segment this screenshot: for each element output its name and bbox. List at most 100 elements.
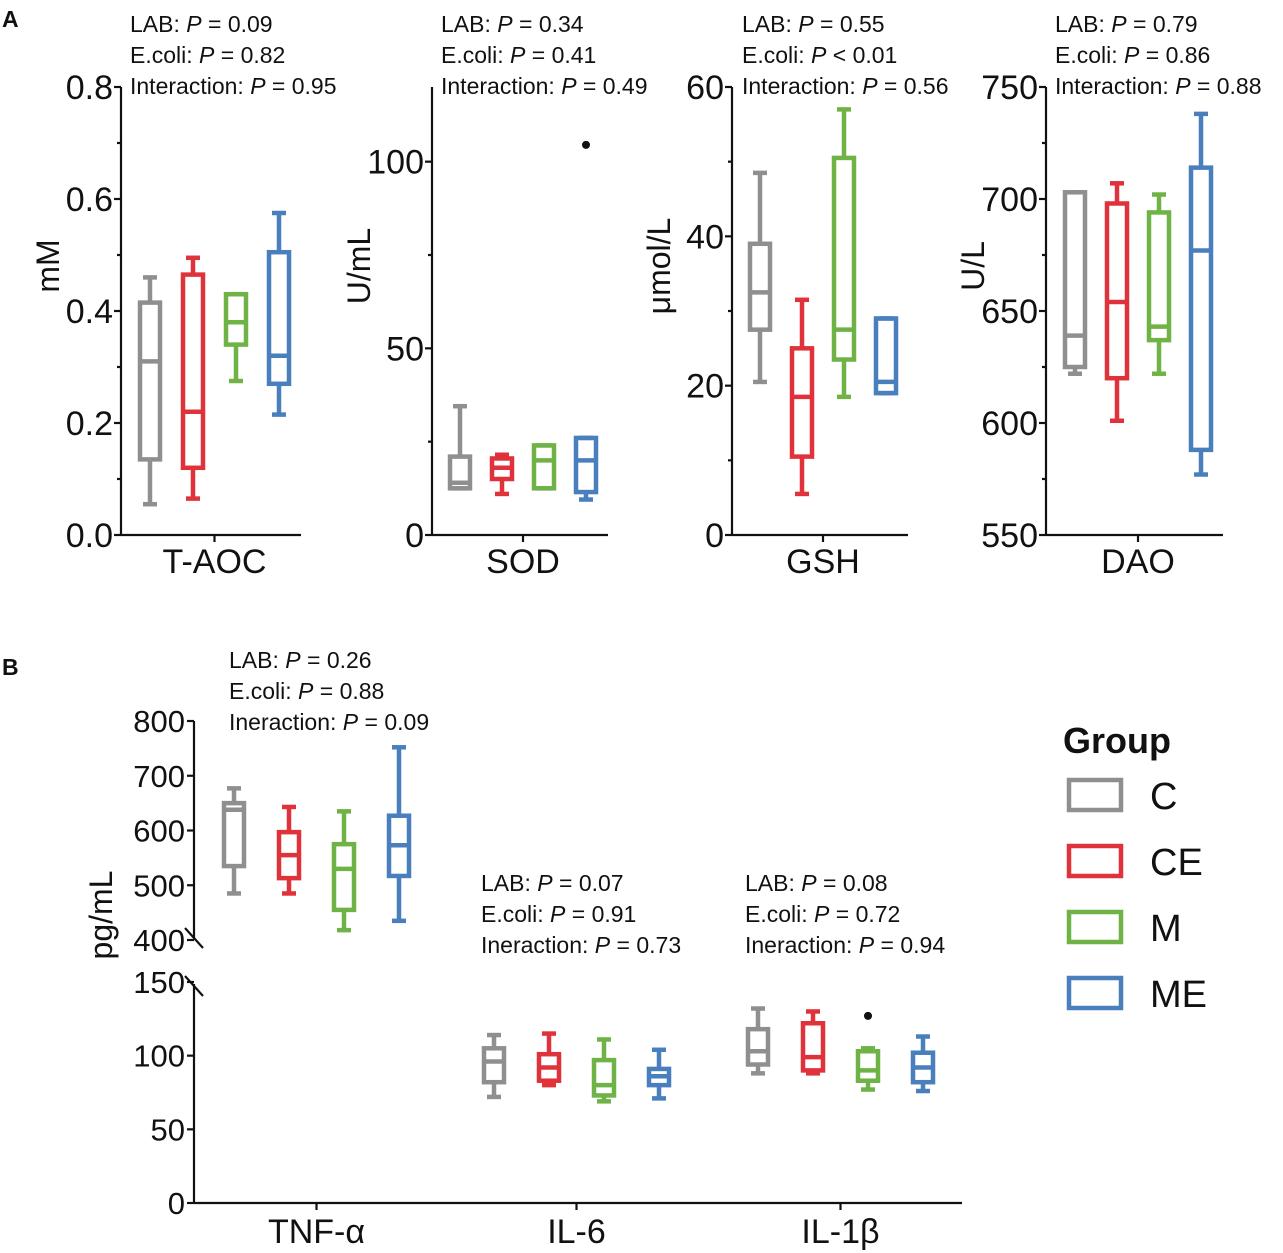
legend-label: M [1150, 908, 1182, 950]
legend-label: ME [1150, 974, 1207, 1016]
y-tick-label: 500 [133, 868, 185, 903]
box-me [573, 140, 599, 502]
annotation-p-value: = 0.88 [1191, 73, 1262, 99]
y-tick-label: 0.6 [66, 181, 113, 219]
annotation-p-value: = 0.72 [829, 901, 900, 927]
annotation-line-3: Interaction: P = 0.95 [130, 73, 337, 99]
legend-item-m: M [1066, 908, 1182, 950]
y-tick-label: 600 [133, 814, 185, 849]
x-category-label: SOD [486, 543, 560, 581]
annotation-p-value: = 0.94 [874, 932, 945, 958]
y-tick-label: 550 [981, 517, 1038, 555]
annotation-label: Ineraction: [745, 932, 859, 958]
annotation-label: LAB: [1055, 11, 1111, 37]
annotation-line-2: E.coli: P = 0.86 [1055, 42, 1210, 68]
annotation-line-3: Interaction: P = 0.49 [441, 73, 648, 99]
annotation-line-3: Ineraction: P = 0.09 [229, 709, 429, 735]
box-m-box [855, 1048, 881, 1083]
y-tick-label: 0 [168, 1186, 185, 1221]
box-m-box [223, 291, 249, 347]
annotation-line-1: LAB: P = 0.08 [745, 870, 888, 896]
annotation-line-1: LAB: P = 0.09 [130, 11, 273, 37]
axis-break-upper-mark [184, 927, 204, 949]
annotation-p-value: = 0.41 [525, 42, 596, 68]
annotation-p-symbol: P [859, 932, 875, 958]
annotation-p-value: = 0.88 [313, 678, 384, 704]
box-ce-box [1104, 201, 1130, 381]
legend-title: Group [1063, 720, 1171, 761]
annotation-p-symbol: P [1111, 11, 1127, 37]
annotation-line-3: Ineraction: P = 0.94 [745, 932, 945, 958]
y-axis-title: pg/mL [83, 871, 119, 960]
x-category-label: GSH [786, 543, 860, 581]
annotation-line-1: LAB: P = 0.34 [441, 11, 584, 37]
x-category-label: IL-1β [801, 1213, 879, 1251]
box-c-box [481, 1046, 507, 1085]
box-ce [536, 1031, 562, 1088]
annotation-p-value: = 0.07 [553, 870, 624, 896]
annotation-line-2: E.coli: P = 0.82 [130, 42, 285, 68]
annotation-p-value: = 0.49 [577, 73, 648, 99]
annotation-label: Interaction: [1055, 73, 1175, 99]
annotation-label: LAB: [742, 11, 798, 37]
box-me [266, 210, 292, 417]
x-category-label: DAO [1101, 543, 1175, 581]
legend-item-c: C [1066, 776, 1177, 818]
y-tick-label: 150 [133, 965, 185, 1000]
annotation-line-1: LAB: P = 0.79 [1055, 11, 1198, 37]
y-tick-label: 750 [981, 69, 1038, 107]
annotation-p-value: = 0.34 [513, 11, 584, 37]
box-m-box [531, 443, 557, 491]
annotation-p-symbol: P [798, 11, 814, 37]
annotation-label: Interaction: [130, 73, 250, 99]
box-me-box [266, 249, 292, 387]
annotation-p-symbol: P [285, 647, 301, 673]
box-c [481, 1032, 507, 1100]
legend-item-ce: CE [1066, 842, 1203, 884]
annotation-p-value: = 0.09 [202, 11, 273, 37]
annotation-label: Interaction: [742, 73, 862, 99]
box-m-box [331, 841, 357, 913]
box-me-box [1188, 165, 1214, 453]
annotation-label: Ineraction: [229, 709, 343, 735]
box-me-outlier-1 [582, 140, 590, 149]
annotation-p-symbol: P [595, 932, 611, 958]
box-c [745, 1006, 771, 1076]
box-me-box [573, 435, 599, 495]
box-c-box [447, 454, 473, 491]
annotation-line-2: E.coli: P = 0.72 [745, 901, 900, 927]
annotation-p-symbol: P [561, 73, 577, 99]
box-ce [789, 297, 815, 497]
box-me-box [873, 316, 899, 396]
box-m [223, 291, 249, 384]
annotation-line-1: LAB: P = 0.26 [229, 647, 372, 673]
x-category-label: TNF-α [268, 1213, 365, 1251]
panel-b: 0 50 100 150 400 500 600 700 800 pg/mL TNF-α LAB: P… [83, 647, 962, 1251]
annotation-p-value: = 0.91 [565, 901, 636, 927]
legend-swatch [1066, 975, 1124, 1011]
y-axis-title: U/L [955, 241, 991, 291]
y-axis-title: μmol/L [641, 218, 677, 315]
annotation-p-symbol: P [862, 73, 878, 99]
annotation-p-value: = 0.95 [266, 73, 337, 99]
group-2: IL-1β LAB: P = 0.08 E.coli: P = 0.72 Inerac… [745, 870, 945, 1251]
y-tick-label: 800 [133, 704, 185, 739]
box-m [591, 1037, 617, 1104]
y-tick-label: 700 [133, 759, 185, 794]
legend-swatch [1066, 843, 1124, 879]
annotation-label: Ineraction: [481, 932, 595, 958]
y-tick-label: 50 [386, 330, 424, 368]
annotation-p-value: < 0.01 [826, 42, 897, 68]
annotation-line-2: E.coli: P < 0.01 [742, 42, 897, 68]
y-tick-label: 0.2 [66, 405, 113, 443]
annotation-line-2: E.coli: P = 0.91 [481, 901, 636, 927]
annotation-p-symbol: P [1124, 42, 1140, 68]
box-c-box [747, 241, 773, 332]
y-tick-label: 100 [133, 1039, 185, 1074]
annotation-label: E.coli: [441, 42, 510, 68]
y-tick-label: 0.0 [66, 517, 113, 555]
